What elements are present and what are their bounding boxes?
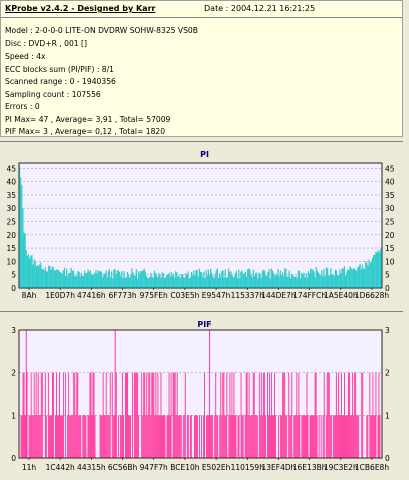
pi-y-tick-right: 35 bbox=[385, 191, 395, 200]
pi-y-tick-left: 0 bbox=[11, 284, 16, 293]
pi-x-tick-label: 1E0D7h bbox=[45, 291, 75, 300]
range-line: Scanned range : 0 - 1940356 bbox=[5, 77, 116, 86]
chart-divider bbox=[0, 311, 403, 312]
pi-x-tick-label: 1A5E40h bbox=[324, 291, 358, 300]
pi-x-tick-label: 47416h bbox=[77, 291, 106, 300]
pif-x-tick-label: 1C442h bbox=[46, 463, 75, 472]
pi-y-tick-right: 30 bbox=[385, 204, 395, 213]
disc-line: Disc : DVD+R , 001 [] bbox=[5, 39, 87, 48]
pi-x-tick-label: 144DE7h bbox=[261, 291, 296, 300]
pi-chart-title: PI bbox=[200, 150, 209, 159]
pi-y-tick-left: 20 bbox=[6, 231, 16, 240]
pif-x-tick-label: 44315h bbox=[77, 463, 106, 472]
pi-y-tick-left: 30 bbox=[6, 204, 16, 213]
pif-y-tick-right: 1 bbox=[385, 411, 390, 420]
pif-y-tick-right: 3 bbox=[385, 326, 390, 335]
pif-x-tick-label: E502Eh bbox=[202, 463, 231, 472]
pi-y-tick-left: 40 bbox=[6, 178, 16, 187]
pi-x-tick-label: 174FFCh bbox=[293, 291, 326, 300]
pi-y-tick-left: 5 bbox=[11, 271, 16, 280]
pi-stats-line: PI Max= 47 , Average= 3,91 , Total= 5700… bbox=[5, 115, 171, 124]
sampling-line: Sampling count : 107556 bbox=[5, 90, 101, 99]
pi-x-tick-label: C03E5h bbox=[170, 291, 199, 300]
pif-y-tick-right: 2 bbox=[385, 369, 390, 378]
pif-y-tick-left: 1 bbox=[11, 411, 16, 420]
scan-date: Date : 2004.12.21 16:21:25 bbox=[204, 4, 316, 13]
pif-x-tick-label: 19C3E2h bbox=[324, 463, 358, 472]
pif-y-tick-left: 0 bbox=[11, 454, 16, 463]
pif-x-tick-label: 11h bbox=[22, 463, 37, 472]
pi-y-tick-right: 5 bbox=[385, 271, 390, 280]
pi-y-tick-right: 15 bbox=[385, 244, 395, 253]
disc-info-panel: KProbe v2.4.2 - Designed by Karr Date : … bbox=[0, 0, 403, 137]
pif-x-tick-label: 110159h bbox=[231, 463, 265, 472]
pi-x-tick-label: 6F773h bbox=[108, 291, 136, 300]
pif-y-tick-left: 2 bbox=[11, 369, 16, 378]
ecc-line: ECC blocks sum (PI/PIF) : 8/1 bbox=[5, 65, 115, 74]
pif-chart-panel: PIF 0 0 1 1 2 2 3 3 11h 1C442h 44315h 6C56Bh 947F7h B… bbox=[0, 316, 409, 480]
pif-x-tick-label: 16E13Bh bbox=[293, 463, 327, 472]
divider bbox=[1, 17, 402, 18]
pi-x-tick-label: 1D6628h bbox=[355, 291, 390, 300]
pif-x-tick-label: 13EF4Dh bbox=[262, 463, 296, 472]
pi-plot-border bbox=[18, 162, 383, 289]
pi-y-tick-right: 40 bbox=[385, 178, 395, 187]
pif-x-tick-label: 1CB6E8h bbox=[355, 463, 389, 472]
pi-x-tick-label: 975FEh bbox=[140, 291, 168, 300]
pif-plot-border bbox=[18, 329, 383, 459]
pi-y-tick-right: 20 bbox=[385, 231, 395, 240]
pif-stats-line: PIF Max= 3 , Average= 0,12 , Total= 1820 bbox=[5, 127, 166, 136]
speed-line: Speed : 4x bbox=[5, 52, 46, 61]
pif-chart: 0 0 1 1 2 2 3 3 11h 1C442h 44315h 6C56Bh 947F7h BCE10… bbox=[11, 326, 390, 472]
pi-x-tick-label: 8Ah bbox=[22, 291, 37, 300]
pi-x-tick-label: E9547h bbox=[202, 291, 231, 300]
app-title[interactable]: KProbe v2.4.2 - Designed by Karr bbox=[5, 4, 156, 13]
model-line: Model : 2-0-0-0 LITE-ON DVDRW SOHW-8325 … bbox=[5, 26, 198, 35]
pif-x-tick-label: BCE10h bbox=[170, 463, 200, 472]
pif-y-tick-right: 0 bbox=[385, 454, 390, 463]
pi-y-tick-left: 15 bbox=[6, 244, 16, 253]
pif-y-tick-left: 3 bbox=[11, 326, 16, 335]
pi-chart: 0 0 5 5 10 10 15 15 20 20 25 25 30 30 35 35 40 40 45 45 8Ah 1… bbox=[6, 162, 395, 300]
pi-chart-panel: PI 0 0 5 5 10 10 15 15 20 20 25 25 30 30 35 35 40 40 45 45 8… bbox=[0, 145, 409, 305]
pi-y-tick-right: 0 bbox=[385, 284, 390, 293]
pif-x-tick-label: 947F7h bbox=[140, 463, 168, 472]
pif-chart-title: PIF bbox=[197, 320, 212, 329]
pif-x-tick-label: 6C56Bh bbox=[108, 463, 138, 472]
pi-y-tick-left: 35 bbox=[6, 191, 16, 200]
panel-divider bbox=[0, 141, 403, 142]
errors-line: Errors : 0 bbox=[5, 102, 40, 111]
pi-y-tick-right: 10 bbox=[385, 257, 395, 266]
pi-y-tick-left: 25 bbox=[6, 218, 16, 227]
pi-plot-area bbox=[18, 162, 383, 289]
pi-y-tick-left: 10 bbox=[6, 257, 16, 266]
pi-y-tick-right: 25 bbox=[385, 218, 395, 227]
pi-y-tick-left: 45 bbox=[6, 164, 16, 173]
pi-y-tick-right: 45 bbox=[385, 164, 395, 173]
pi-x-tick-label: 115337h bbox=[231, 291, 265, 300]
